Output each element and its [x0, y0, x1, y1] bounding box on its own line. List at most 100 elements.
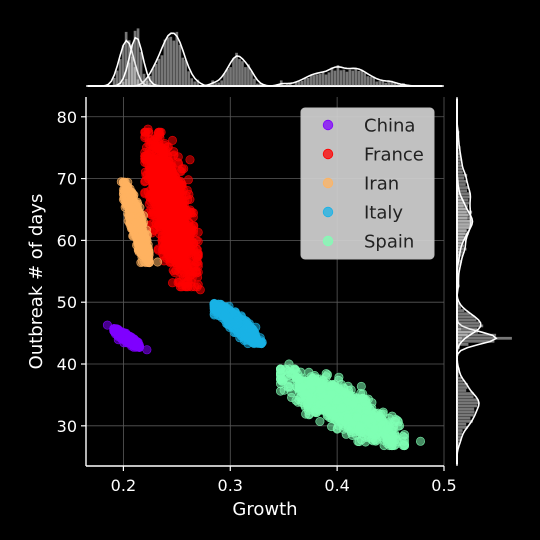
right-hist-bar	[457, 223, 471, 226]
top-hist-bar	[390, 80, 393, 86]
right-hist-bar	[457, 309, 465, 312]
data-point	[136, 233, 146, 243]
top-hist-bar	[282, 85, 286, 86]
data-point	[143, 124, 153, 134]
data-point	[306, 378, 316, 388]
right-hist-bar	[457, 343, 469, 346]
right-hist-bar	[457, 435, 461, 439]
top-hist-bar	[384, 82, 387, 86]
data-point	[379, 436, 389, 446]
top-hist-bar	[327, 72, 331, 86]
data-point	[153, 257, 163, 267]
top-hist-bar	[193, 81, 197, 86]
legend-marker	[322, 177, 334, 189]
right-hist-bar	[457, 383, 468, 386]
top-hist-bar	[297, 81, 301, 86]
right-hist-bar	[457, 244, 464, 248]
right-hist-bar	[457, 339, 462, 343]
top-hist-bar	[372, 76, 376, 86]
right-hist-bar	[457, 226, 471, 229]
x-axis-label: Growth	[232, 499, 297, 520]
right-hist-bar	[457, 426, 468, 429]
legend-marker	[322, 235, 334, 247]
right-hist-bar	[457, 432, 462, 435]
top-hist-bar	[214, 83, 217, 86]
top-hist-bar	[339, 70, 343, 86]
data-point	[184, 189, 194, 199]
legend-label: China	[364, 116, 415, 137]
data-point	[195, 285, 205, 295]
data-point	[369, 424, 379, 434]
top-hist-bar	[142, 73, 146, 86]
top-hist-bar	[369, 76, 373, 86]
right-hist-bar	[457, 247, 467, 251]
top-hist-bar	[136, 28, 140, 86]
top-hist-bar	[244, 67, 247, 86]
data-point	[361, 437, 371, 447]
data-point	[180, 248, 190, 258]
data-point	[343, 413, 353, 423]
data-point	[183, 175, 193, 185]
right-hist-bar	[457, 180, 467, 183]
data-point	[181, 258, 191, 268]
top-hist-bar	[163, 39, 167, 86]
top-hist-bar	[393, 82, 396, 86]
legend-marker	[322, 206, 334, 218]
right-hist-bar	[457, 398, 478, 402]
top-hist-bar	[381, 80, 385, 86]
top-hist-bar	[345, 71, 349, 86]
right-hist-bar	[457, 149, 459, 153]
data-point	[140, 176, 150, 186]
top-hist-bar	[169, 36, 173, 86]
data-point	[343, 381, 353, 391]
data-point	[316, 384, 326, 394]
data-point	[245, 328, 255, 338]
data-point	[373, 412, 383, 422]
top-hist-bar	[363, 73, 367, 86]
right-hist-bar	[457, 303, 461, 306]
data-point	[168, 278, 178, 288]
right-hist-bar	[457, 419, 473, 423]
top-hist-bar	[300, 80, 304, 86]
right-hist-bar	[457, 422, 467, 426]
right-hist-bar	[457, 269, 460, 272]
data-point	[362, 415, 372, 425]
data-point	[358, 393, 368, 403]
right-hist-bar	[457, 143, 459, 146]
data-point	[185, 155, 195, 165]
data-point	[209, 298, 219, 308]
y-axis-label: Outbreak # of days	[26, 194, 47, 370]
data-point	[132, 339, 142, 349]
legend-label: Iran	[364, 174, 399, 195]
top-hist-bar	[139, 52, 143, 86]
right-hist-bar	[457, 318, 477, 322]
top-hist-bar	[160, 55, 164, 86]
data-point	[286, 392, 296, 402]
top-hist-bar	[178, 44, 182, 86]
series-italy	[209, 298, 267, 349]
top-hist-bar	[247, 64, 250, 86]
right-hist-bar	[457, 404, 478, 408]
data-point	[171, 230, 181, 240]
data-point	[384, 422, 394, 432]
right-hist-bar	[457, 161, 461, 165]
top-hist-bar	[357, 71, 361, 86]
right-hist-bar	[457, 176, 465, 180]
right-hist-bar	[457, 235, 465, 239]
right-hist-bar	[457, 336, 512, 340]
right-hist-bar	[457, 392, 474, 395]
data-point	[185, 226, 195, 236]
right-hist-bar	[457, 395, 474, 399]
data-point	[356, 381, 366, 391]
y-tick-label: 40	[57, 355, 77, 374]
right-hist-bar	[457, 146, 461, 149]
y-tick-label: 50	[57, 293, 77, 312]
top-hist-bar	[124, 31, 128, 86]
data-point	[305, 396, 315, 406]
data-point	[124, 198, 134, 208]
data-point	[169, 240, 179, 250]
top-hist-bar	[375, 81, 379, 86]
data-point	[175, 218, 185, 228]
